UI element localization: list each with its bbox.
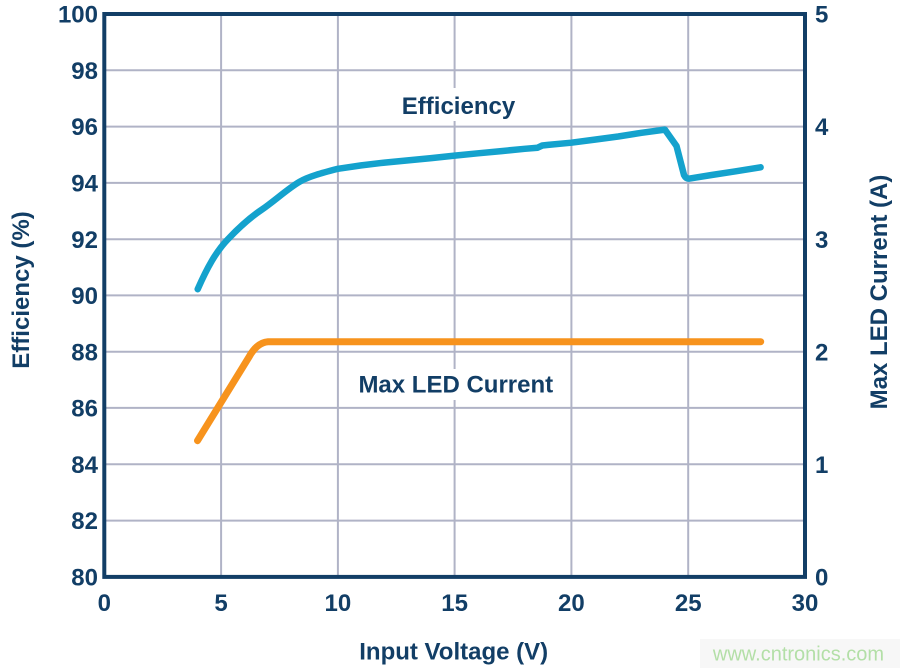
svg-text:Efficiency (%): Efficiency (%) [8, 211, 35, 368]
svg-text:0: 0 [98, 590, 111, 617]
svg-text:20: 20 [558, 590, 585, 617]
svg-text:0: 0 [815, 565, 828, 592]
svg-text:88: 88 [71, 339, 98, 366]
svg-text:4: 4 [815, 114, 829, 141]
svg-text:86: 86 [71, 396, 98, 423]
svg-text:84: 84 [71, 452, 98, 479]
svg-text:Max LED Current (A): Max LED Current (A) [866, 175, 893, 410]
svg-text:Efficiency: Efficiency [402, 93, 516, 120]
svg-text:98: 98 [71, 58, 98, 85]
svg-text:www.cntronics.com: www.cntronics.com [712, 643, 884, 665]
svg-text:96: 96 [71, 114, 98, 141]
svg-text:90: 90 [71, 283, 98, 310]
svg-text:100: 100 [58, 2, 98, 29]
svg-text:5: 5 [815, 2, 828, 29]
svg-text:2: 2 [815, 339, 828, 366]
svg-text:5: 5 [214, 590, 227, 617]
svg-text:Max LED Current: Max LED Current [358, 372, 553, 399]
svg-text:80: 80 [71, 565, 98, 592]
svg-text:94: 94 [71, 171, 98, 198]
svg-text:25: 25 [675, 590, 702, 617]
svg-text:82: 82 [71, 508, 98, 535]
svg-text:10: 10 [325, 590, 352, 617]
svg-text:1: 1 [815, 452, 828, 479]
svg-text:30: 30 [792, 590, 819, 617]
svg-text:15: 15 [441, 590, 468, 617]
svg-text:3: 3 [815, 227, 828, 254]
svg-text:92: 92 [71, 227, 98, 254]
svg-text:Input Voltage (V): Input Voltage (V) [359, 638, 548, 665]
